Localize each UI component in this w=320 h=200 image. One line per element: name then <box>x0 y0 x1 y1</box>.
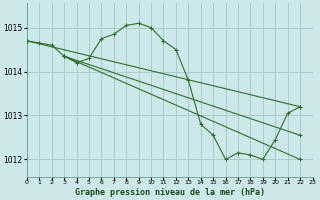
X-axis label: Graphe pression niveau de la mer (hPa): Graphe pression niveau de la mer (hPa) <box>75 188 265 197</box>
